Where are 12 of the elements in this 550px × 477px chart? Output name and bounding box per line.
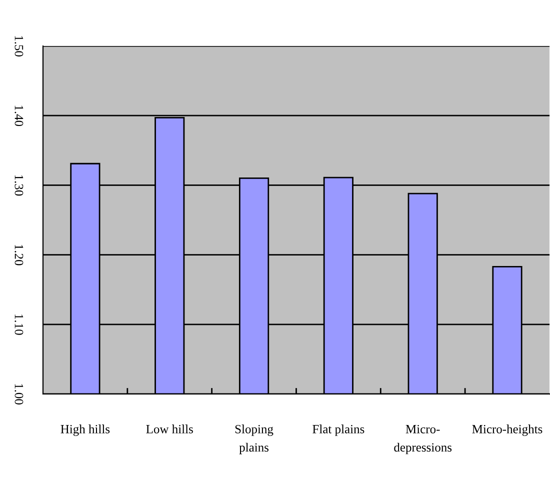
y-tick-label: 1.00	[14, 384, 24, 404]
y-tick-label: 1.50	[14, 36, 24, 56]
y-tick-label: 1.10	[14, 314, 24, 335]
x-tick-label: Sloping plains	[235, 424, 274, 454]
y-tick-label: 1.40	[14, 106, 24, 126]
x-tick-label: Micro- depressions	[394, 424, 452, 454]
x-tick-label: Micro-heights	[472, 424, 542, 436]
x-tick-label: Low hills	[146, 424, 193, 434]
y-tick-label: 1.30	[14, 175, 24, 196]
y-tick-label: 1.20	[14, 244, 24, 266]
x-tick-label: High hills	[60, 424, 110, 436]
x-tick-label: Flat plains	[312, 424, 364, 436]
